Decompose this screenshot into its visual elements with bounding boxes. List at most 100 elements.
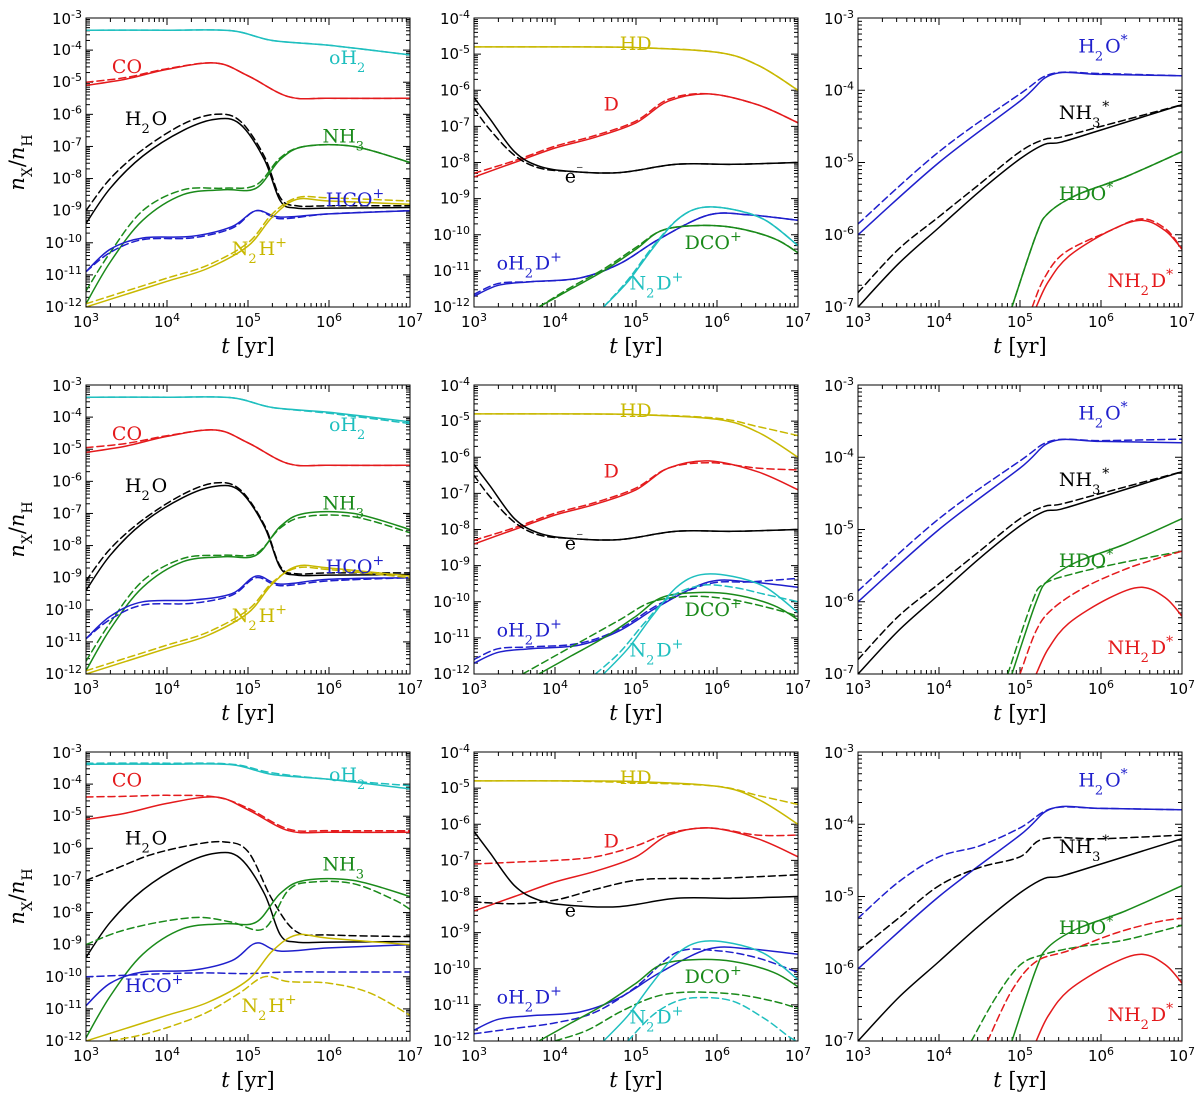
x-tick-label: 103	[845, 311, 871, 332]
y-tick-label: 10-3	[824, 742, 854, 763]
curves	[474, 413, 798, 674]
x-tick-label: 105	[1007, 311, 1033, 332]
panel-r3c1: 103 104 105 106 107 10-12 10-11 10-10 10-9 10-8 10…	[5, 742, 423, 1093]
series-hdo-dashed	[1007, 550, 1182, 674]
x-tick-label: 103	[461, 311, 487, 332]
label-nh3: NH3	[323, 125, 366, 154]
x-tick-label: 104	[926, 1045, 952, 1066]
y-tick-label: 10-4	[440, 8, 470, 29]
series-oh2d-dashed	[474, 212, 798, 296]
y-tick-label: 10-9	[52, 566, 82, 587]
x-tick-label: 104	[542, 1045, 568, 1066]
tick-marks	[857, 385, 1182, 675]
series-h2o-solid	[858, 805, 1182, 970]
y-tick-label: 10-6	[824, 590, 854, 611]
tick-marks	[857, 18, 1182, 308]
series-hco-dashed	[86, 971, 410, 978]
series-d-dashed	[474, 461, 798, 542]
y-axis-label: nX/nH	[5, 868, 36, 924]
plot-frame	[857, 17, 1183, 308]
x-tick-label: 106	[316, 678, 342, 699]
label-hd: HD	[620, 400, 652, 422]
label-co: CO	[112, 770, 142, 792]
y-tick-label: 10-8	[52, 901, 82, 922]
series-hdo-solid	[1011, 884, 1182, 1041]
y-tick-label: 10-3	[52, 8, 82, 29]
y-tick-label: 10-12	[45, 296, 82, 317]
x-tick-label: 103	[73, 1045, 99, 1066]
series-co-dashed	[86, 62, 410, 100]
x-tick-label: 107	[397, 678, 423, 699]
series-co-dashed	[86, 794, 410, 832]
label-e: e⁻	[565, 897, 584, 922]
label-oh2: oH2	[329, 414, 367, 443]
y-axis-label: nX/nH	[5, 501, 36, 557]
curves	[86, 29, 410, 307]
y-tick-label: 10-6	[52, 837, 82, 858]
x-tick-label: 106	[316, 311, 342, 332]
series-h2o-dashed	[858, 806, 1182, 919]
y-tick-label: 10-5	[52, 805, 82, 826]
series-nh2d-dashed	[1019, 550, 1182, 674]
series-nh3-solid	[86, 143, 410, 305]
y-tick-label: 10-6	[440, 79, 470, 100]
y-tick-label: 10-12	[433, 296, 470, 317]
x-axis-label: t [yr]	[609, 1068, 662, 1092]
x-tick-label: 106	[1088, 1045, 1114, 1066]
plot-frame	[857, 384, 1183, 675]
y-tick-label: 10-5	[824, 518, 854, 539]
x-tick-label: 105	[623, 311, 649, 332]
y-tick-label: 10-6	[52, 470, 82, 491]
series-n2d-dashed	[602, 206, 798, 307]
series-hco-solid	[86, 575, 410, 640]
curves	[858, 805, 1182, 1041]
series-e-dashed	[474, 474, 798, 541]
label-hdo: HDO*	[1059, 180, 1113, 205]
x-tick-label: 107	[785, 678, 811, 699]
label-nh2d: NH2 D*	[1107, 1001, 1173, 1033]
x-tick-label: 104	[154, 678, 180, 699]
series-oh2d-dashed	[474, 577, 798, 661]
x-tick-label: 103	[73, 678, 99, 699]
label-h2o: H2 O*	[1078, 33, 1127, 65]
series-hdo-dashed	[1011, 150, 1182, 307]
y-tick-label: 10-4	[824, 813, 854, 834]
series-nh3-dashed	[858, 103, 1182, 294]
y-tick-label: 10-12	[45, 663, 82, 684]
label-oh2d: oH2 D+	[497, 616, 562, 648]
y-tick-label: 10-9	[440, 921, 470, 942]
x-tick-label: 105	[1007, 678, 1033, 699]
x-axis-label: t [yr]	[993, 701, 1046, 725]
x-tick-label: 103	[461, 1045, 487, 1066]
series-n2d-solid	[602, 940, 798, 1041]
y-tick-label: 10-8	[440, 518, 470, 539]
y-tick-label: 10-5	[824, 151, 854, 172]
series-h2o-dashed	[86, 481, 410, 582]
y-tick-label: 10-7	[440, 482, 470, 503]
panel-r3c3: 103 104 105 106 107 10-7 10-6 10-5 10-4 10-3 t [yr…	[824, 742, 1195, 1093]
y-tick-label: 10-6	[824, 957, 854, 978]
series-h2o-solid	[858, 438, 1182, 603]
series-d-solid	[474, 827, 798, 912]
series-nh2d-dashed	[1031, 218, 1182, 307]
y-tick-label: 10-10	[433, 590, 470, 611]
label-h2o: H2 O	[125, 827, 167, 856]
label-n2h: N2 H+	[232, 235, 287, 266]
series-n2h-solid	[86, 933, 410, 1041]
series-nh3-dashed	[858, 834, 1182, 952]
x-tick-label: 103	[73, 311, 99, 332]
label-d: D	[604, 93, 619, 115]
x-tick-label: 104	[154, 1045, 180, 1066]
series-h2o-solid	[858, 71, 1182, 236]
label-n2d: N2 D+	[630, 270, 684, 302]
x-tick-label: 107	[785, 311, 811, 332]
plot-frame	[857, 751, 1183, 1042]
label-h2o: H2 O*	[1078, 767, 1127, 799]
y-tick-label: 10-5	[440, 777, 470, 798]
panel-r1c3: 103 104 105 106 107 10-7 10-6 10-5 10-4 10-3 t [yr…	[824, 8, 1195, 359]
x-tick-label: 107	[785, 1045, 811, 1066]
series-nh2d-solid	[1035, 953, 1182, 1041]
x-tick-label: 104	[154, 311, 180, 332]
label-hd: HD	[620, 33, 652, 55]
curves	[858, 71, 1182, 307]
